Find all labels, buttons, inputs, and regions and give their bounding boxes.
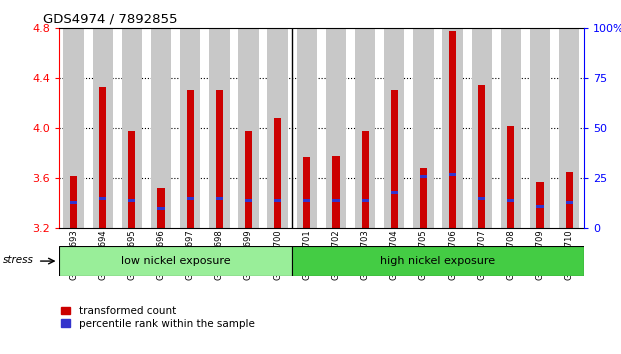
Bar [420, 169, 427, 228]
Bar [129, 131, 135, 228]
Bar [158, 188, 165, 228]
Bar [151, 28, 171, 228]
Bar [449, 173, 456, 176]
Legend: transformed count, percentile rank within the sample: transformed count, percentile rank withi… [61, 306, 255, 329]
Bar [63, 28, 84, 228]
Bar [70, 176, 77, 228]
Bar [122, 28, 142, 228]
Bar [238, 28, 259, 228]
Bar [59, 246, 292, 276]
Bar [209, 28, 230, 228]
Text: high nickel exposure: high nickel exposure [381, 256, 496, 266]
Bar [326, 28, 346, 228]
Bar [297, 28, 317, 228]
Bar [566, 201, 573, 204]
Bar [215, 90, 223, 228]
Bar [442, 28, 463, 228]
Bar [158, 207, 165, 210]
Bar [471, 28, 492, 228]
Bar [559, 28, 579, 228]
Bar [292, 246, 584, 276]
Bar [478, 197, 485, 200]
Bar [361, 131, 369, 228]
Bar [478, 85, 485, 228]
Bar [186, 197, 194, 200]
Text: low nickel exposure: low nickel exposure [121, 256, 230, 266]
Bar [566, 172, 573, 228]
Bar [537, 205, 543, 208]
Bar [268, 28, 288, 228]
Bar [332, 156, 340, 228]
Text: GDS4974 / 7892855: GDS4974 / 7892855 [43, 12, 178, 25]
Bar [99, 197, 106, 200]
Bar [384, 28, 404, 228]
Bar [530, 28, 550, 228]
Bar [507, 126, 514, 228]
Bar [245, 131, 252, 228]
Text: stress: stress [3, 255, 34, 264]
Bar [303, 157, 310, 228]
Bar [332, 199, 340, 202]
Bar [129, 199, 135, 202]
Bar [274, 118, 281, 228]
Bar [70, 201, 77, 204]
Bar [391, 90, 398, 228]
Bar [245, 199, 252, 202]
Bar [93, 28, 113, 228]
Bar [391, 191, 398, 194]
Bar [361, 199, 369, 202]
Bar [413, 28, 433, 228]
Bar [537, 182, 543, 228]
Bar [180, 28, 201, 228]
Bar [420, 175, 427, 178]
Bar [501, 28, 521, 228]
Bar [186, 90, 194, 228]
Bar [303, 199, 310, 202]
Bar [99, 87, 106, 228]
Bar [274, 199, 281, 202]
Bar [215, 197, 223, 200]
Bar [449, 31, 456, 228]
Bar [507, 199, 514, 202]
Bar [355, 28, 375, 228]
